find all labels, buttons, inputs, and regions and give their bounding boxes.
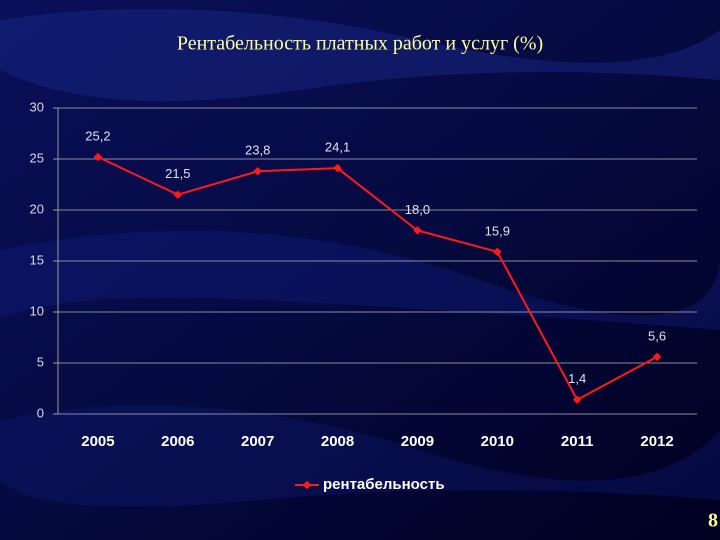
y-tick-label: 25 <box>30 150 44 165</box>
data-label: 18,0 <box>405 202 430 217</box>
y-tick-label: 30 <box>30 99 44 114</box>
data-label: 5,6 <box>648 328 666 343</box>
x-tick-label: 2006 <box>161 433 194 450</box>
y-tick-label: 20 <box>30 201 44 216</box>
wave <box>0 8 720 102</box>
x-tick-label: 2012 <box>640 433 673 450</box>
y-tick-label: 10 <box>30 303 44 318</box>
data-label: 1,4 <box>568 371 586 386</box>
x-tick-label: 2010 <box>481 433 514 450</box>
legend-marker <box>302 480 312 490</box>
marker <box>652 352 662 362</box>
x-tick-label: 2011 <box>561 433 594 450</box>
data-label: 15,9 <box>485 223 510 238</box>
wave <box>0 405 720 507</box>
data-label: 25,2 <box>85 128 110 143</box>
wave <box>0 230 720 330</box>
chart-title: Рентабельность платных работ и услуг (%) <box>177 33 543 55</box>
marker <box>253 166 262 176</box>
data-label: 24,1 <box>325 140 350 155</box>
marker <box>572 395 582 404</box>
x-tick-label: 2005 <box>81 433 114 450</box>
marker <box>493 247 502 257</box>
marker <box>93 152 103 162</box>
y-tick-label: 5 <box>37 354 44 369</box>
y-tick-label: 0 <box>37 405 44 420</box>
marker <box>173 190 183 199</box>
marker <box>413 226 422 235</box>
x-tick-label: 2009 <box>401 433 434 450</box>
x-tick-label: 2007 <box>241 433 274 450</box>
data-label: 23,8 <box>245 143 270 158</box>
data-label: 21,5 <box>165 166 190 181</box>
y-tick-label: 15 <box>30 252 44 267</box>
marker <box>333 163 342 173</box>
legend-label: рентабельность <box>323 476 445 493</box>
x-tick-label: 2008 <box>321 433 354 450</box>
page-number: 8 <box>708 510 718 532</box>
line <box>97 156 658 402</box>
